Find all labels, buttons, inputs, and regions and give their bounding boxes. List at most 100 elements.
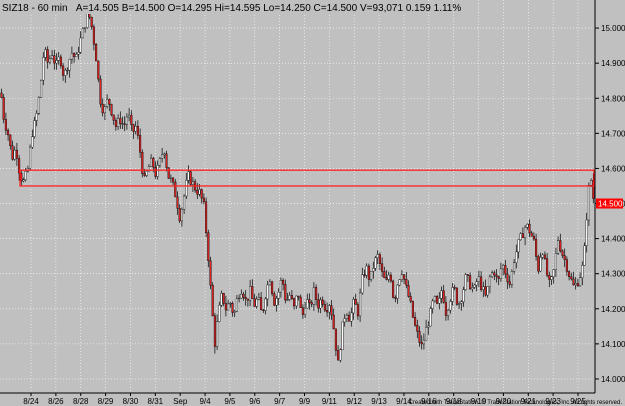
candle [385,270,388,281]
candle [482,281,485,298]
time-tick-label: 9/16 [421,397,437,406]
symbol-label: SIZ18 [2,3,29,14]
candle [163,152,166,159]
candle [260,292,263,311]
candle [376,250,379,265]
candle [510,269,513,288]
time-tick-label: 8/24 [23,397,39,406]
candle [455,287,458,306]
candle [301,304,304,319]
candle [480,271,483,292]
candle [354,293,357,305]
time-tick-label: 9/9 [299,397,311,406]
candle [31,129,34,149]
candle [370,270,373,282]
candle [583,242,586,266]
candle [592,173,595,204]
candle [112,114,115,125]
candle [563,248,566,268]
candle [244,289,247,306]
candle [123,116,126,132]
candle [297,295,300,301]
candle [37,96,40,116]
candle [99,75,102,108]
candle [334,328,337,357]
candle [238,294,241,303]
candle [471,282,474,293]
candlestick-series [0,3,595,363]
time-tick-label: 9/18 [446,397,462,406]
candle [497,275,500,286]
time-tick-label: 9/6 [249,397,261,406]
price-tick-label: 14.800 [601,94,625,103]
candle [277,288,280,306]
last-price-marker: 14.500 [596,198,623,209]
candle [114,117,117,131]
candle [499,262,502,282]
candle [570,272,573,281]
candle [403,274,406,284]
candle [350,307,353,327]
candle [200,188,203,204]
candle [356,301,359,320]
price-tick-label: 15.000 [601,24,625,33]
candle [462,286,465,307]
candle [543,251,546,260]
candle [550,275,553,286]
candle [62,62,65,81]
candle [224,295,227,317]
interval-label: 60 min [38,3,68,14]
candle [328,303,331,320]
candle [409,292,412,304]
candle [506,268,509,290]
candle [187,165,190,184]
candle [502,263,505,276]
candle [469,272,472,290]
candle [183,194,186,215]
candle [559,233,562,253]
candle [405,271,408,289]
candle [246,298,249,307]
candle [15,142,18,166]
candle [264,296,267,315]
candle [323,300,326,313]
candle [139,128,142,158]
candle [451,283,454,306]
candle [55,53,58,70]
candle [321,296,324,308]
candle [134,121,137,135]
candle [484,279,487,297]
candle [381,257,384,278]
candle [488,274,491,294]
time-axis: 8/24 8/26 8/28 8/29 8/30 8/31 Sep 9/4 9/5 9/6 9/7 9… [23,393,586,406]
candle [387,271,390,283]
time-tick-label: 8/31 [148,397,164,406]
time-tick-label: 8/26 [48,397,64,406]
candle [548,271,551,288]
candle [477,270,480,288]
candle [312,282,315,311]
candle [422,333,425,350]
candle [579,272,582,287]
candle [526,223,529,230]
candle [35,110,38,127]
candle [70,46,73,64]
candle [332,308,335,330]
last-price-label: 14.500 [598,200,623,209]
candle [257,292,260,301]
candle [125,113,128,130]
candle [326,302,329,317]
candle [295,295,298,310]
candle [400,270,403,283]
candle [310,300,313,308]
time-tick-label: 9/7 [274,397,286,406]
candle [205,197,208,238]
candle [158,156,161,168]
candle [222,292,225,307]
candle [361,267,364,295]
candle [466,273,469,282]
candle [40,79,43,98]
candle [229,302,232,308]
candle [29,144,32,171]
